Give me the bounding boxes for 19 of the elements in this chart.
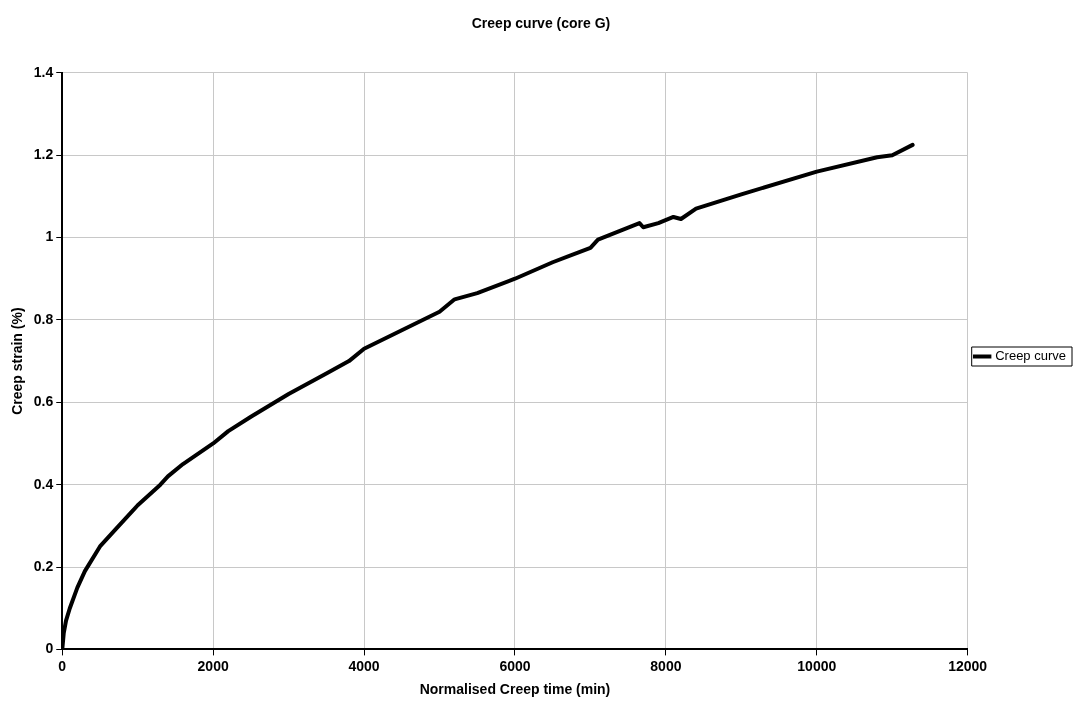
- x-axis-title: Normalised Creep time (min): [419, 681, 611, 698]
- y-tick-label: 0.8: [33, 310, 54, 327]
- y-tick-label: 0.2: [33, 557, 54, 574]
- y-tick-label: 0: [45, 640, 54, 657]
- x-tick-label: 6000: [499, 657, 531, 674]
- y-tick-label: 0.4: [33, 475, 54, 492]
- x-tick-label: 2000: [197, 657, 229, 674]
- legend-label: Creep curve: [995, 348, 1066, 364]
- y-axis-title: Creep strain (%): [9, 307, 26, 415]
- x-tick-label: 12000: [948, 657, 988, 674]
- chart-title: Creep curve (core G): [471, 15, 611, 32]
- x-tick-label: 0: [58, 657, 67, 674]
- x-tick-label: 10000: [797, 657, 837, 674]
- y-tick-label: 0.6: [33, 393, 54, 410]
- y-tick-label: 1.4: [33, 63, 54, 80]
- x-tick-label: 4000: [348, 657, 380, 674]
- x-tick-label: 8000: [650, 657, 682, 674]
- y-tick-label: 1: [45, 228, 54, 245]
- y-tick-label: 1.2: [33, 146, 54, 163]
